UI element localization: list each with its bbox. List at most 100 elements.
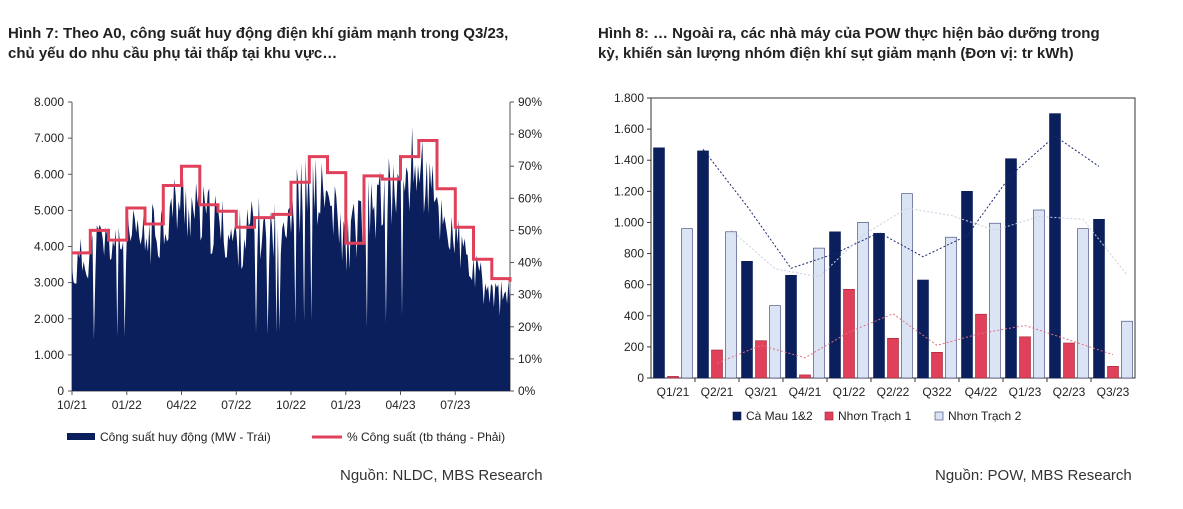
bar-ca-mau [697,150,709,379]
x-tick-label: 04/23 [385,398,415,412]
plot-frame [650,97,1136,379]
y-tick-label: 1.600 [614,122,644,136]
y-tick-label: 1.200 [614,184,644,198]
y2-tick-label: 20% [518,320,542,334]
y2-tick-label: 60% [518,191,542,205]
bar-nhon-trach-2 [681,228,693,379]
x-tick-label: Q4/22 [965,385,998,399]
x-tick-label: Q3/21 [745,385,778,399]
bar-nhon-trach-2 [901,193,913,379]
x-tick-label: 01/23 [331,398,361,412]
legend-swatch [824,411,834,421]
trend-line [730,207,1128,278]
y-tick-label: 4.000 [34,240,64,254]
y-tick-label: 1.800 [614,91,644,105]
x-tick-label: Q1/22 [833,385,866,399]
bar-ca-mau [1093,219,1105,379]
bar-nhon-trach-1 [931,351,943,379]
x-tick-label: Q322 [922,385,952,399]
x-tick-label: 10/22 [276,398,306,412]
y-tick-label: 5.000 [34,203,64,217]
y-tick-label: 600 [624,278,644,292]
legend-label-line: % Công suất (tb tháng - Phải) [347,430,505,444]
bar-nhon-trach-2 [1033,209,1045,379]
x-tick-label: 01/22 [112,398,142,412]
bar-nhon-trach-1 [1019,336,1031,379]
x-tick-label: Q1/21 [657,385,690,399]
capacity-area [72,126,510,391]
figure1-title-line2: chủ yếu do nhu cầu phụ tải thấp tại khu … [8,45,338,62]
bar-nhon-trach-1 [887,337,899,379]
trend-line [702,135,1100,269]
legend-label: Nhơn Trạch 1 [838,409,912,423]
legend-swatch [934,411,944,421]
y-tick-label: 800 [624,247,644,261]
bar-nhon-trach-2 [725,231,737,379]
y2-tick-label: 30% [518,288,542,302]
bar-nhon-trach-1 [1063,342,1075,379]
y2-tick-label: 40% [518,256,542,270]
y-tick-label: 0 [57,384,64,398]
bar-nhon-trach-2 [1121,320,1133,379]
figure2-title: Hình 8: … Ngoài ra, các nhà máy của POW … [598,24,1178,64]
y-tick-label: 200 [624,340,644,354]
y2-tick-label: 50% [518,223,542,237]
figure1-source: Nguồn: NLDC, MBS Research [340,467,543,484]
y-tick-label: 1.400 [614,153,644,167]
x-tick-label: 10/21 [57,398,87,412]
bar-nhon-trach-2 [769,305,781,379]
y-tick-label: 6.000 [34,167,64,181]
y-tick-label: 8.000 [34,95,64,109]
y2-tick-label: 70% [518,159,542,173]
bar-nhon-trach-2 [1077,228,1089,379]
bar-ca-mau [785,274,797,379]
x-tick-label: Q2/22 [877,385,910,399]
legend-swatch [732,411,742,421]
bar-ca-mau [1005,158,1017,379]
bar-nhon-trach-1 [711,349,723,379]
bar-ca-mau [1049,113,1061,379]
x-tick-label: Q3/23 [1097,385,1130,399]
bar-nhon-trach-1 [667,376,679,379]
x-tick-label: 07/22 [221,398,251,412]
y-tick-label: 400 [624,309,644,323]
x-tick-label: Q2/21 [701,385,734,399]
y-tick-label: 0 [637,371,644,385]
bar-nhon-trach-2 [945,236,957,379]
bar-nhon-trach-1 [755,340,767,379]
legend-label: Nhơn Trạch 2 [948,409,1022,423]
x-tick-label: Q4/21 [789,385,822,399]
legend-swatch-area [67,433,95,440]
bar-nhon-trach-1 [975,313,987,379]
y-tick-label: 2.000 [34,312,64,326]
y-tick-label: 7.000 [34,131,64,145]
power-mobilization-chart: 0 1.000 2.000 3.000 4.000 5.000 6.000 7.000 8.00… [34,95,542,444]
y2-tick-label: 80% [518,127,542,141]
bar-ca-mau [741,260,753,379]
legend-label: Cà Mau 1&2 [746,409,813,423]
x-tick-label: 04/22 [166,398,196,412]
bar-nhon-trach-2 [989,222,1001,379]
y2-tick-label: 90% [518,95,542,109]
bar-nhon-trach-2 [857,222,869,379]
bar-nhon-trach-2 [813,247,825,379]
bar-ca-mau [917,279,929,379]
bar-nhon-trach-1 [799,374,811,379]
y2-tick-label: 10% [518,352,542,366]
y-tick-label: 1.000 [34,348,64,362]
x-tick-label: Q1/23 [1009,385,1042,399]
legend-label-area: Công suất huy động (MW - Trái) [100,430,271,444]
bar-ca-mau [653,147,665,379]
x-tick-label: 07/23 [440,398,470,412]
bar-ca-mau [873,233,885,379]
figure2-title-line2: kỳ, khiến sản lượng nhóm điện khí sụt gi… [598,45,1074,62]
bar-ca-mau [961,191,973,379]
figure2-title-line1: Hình 8: … Ngoài ra, các nhà máy của POW … [598,25,1100,42]
x-tick-label: Q2/23 [1053,385,1086,399]
bar-ca-mau [829,231,841,379]
figure2-source: Nguồn: POW, MBS Research [935,467,1132,484]
bar-nhon-trach-1 [1107,365,1119,379]
pow-output-bar-chart: 0 200 400 600 800 1.000 1.200 1.400 1.600 1.800 Q1… [614,91,1136,423]
capacity-percent-line [72,139,512,282]
y-tick-label: 3.000 [34,276,64,290]
